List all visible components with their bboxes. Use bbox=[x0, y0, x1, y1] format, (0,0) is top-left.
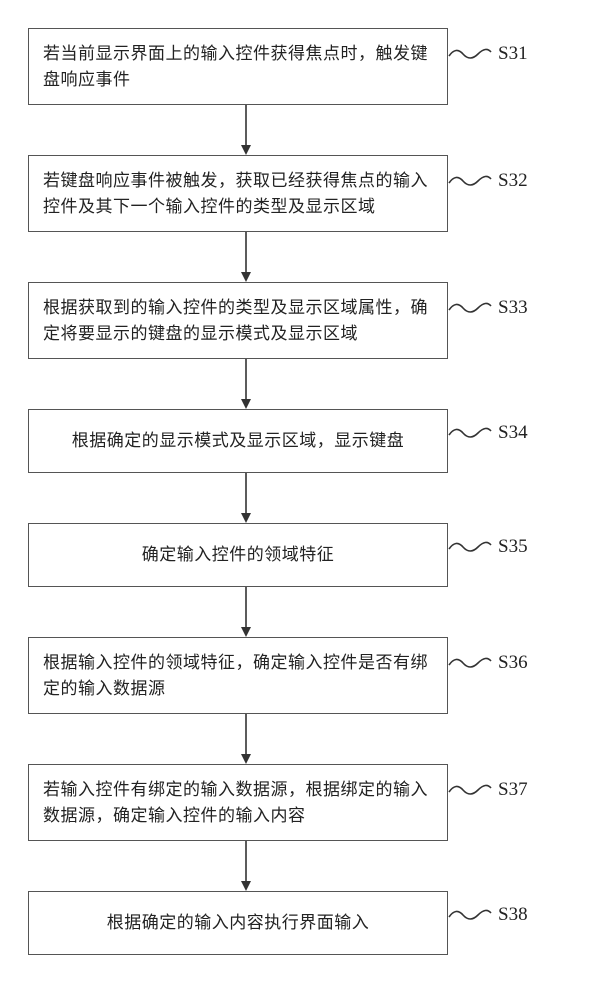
step-row-s34: 根据确定的显示模式及显示区域，显示键盘 S34 bbox=[0, 409, 596, 473]
step-text-s38: 根据确定的输入内容执行界面输入 bbox=[107, 910, 370, 936]
step-text-s33: 根据获取到的输入控件的类型及显示区域属性，确定将要显示的键盘的显示模式及显示区域 bbox=[43, 295, 433, 346]
arrow-wrap-6 bbox=[0, 714, 596, 764]
step-label-s31: S31 bbox=[498, 43, 528, 65]
squiggle-icon bbox=[448, 651, 492, 675]
squiggle-icon bbox=[448, 903, 492, 927]
step-text-s31: 若当前显示界面上的输入控件获得焦点时，触发键盘响应事件 bbox=[43, 41, 433, 92]
step-label-s37: S37 bbox=[498, 779, 528, 801]
step-text-s36: 根据输入控件的领域特征，确定输入控件是否有绑定的输入数据源 bbox=[43, 650, 433, 701]
step-label-wrap-s35: S35 bbox=[448, 535, 528, 559]
arrow-down-icon bbox=[238, 714, 254, 764]
step-box-s33: 根据获取到的输入控件的类型及显示区域属性，确定将要显示的键盘的显示模式及显示区域 bbox=[28, 282, 448, 359]
step-text-s32: 若键盘响应事件被触发，获取已经获得焦点的输入控件及其下一个输入控件的类型及显示区… bbox=[43, 168, 433, 219]
arrow-wrap-4 bbox=[0, 473, 596, 523]
squiggle-icon bbox=[448, 535, 492, 559]
arrow-down-icon bbox=[238, 359, 254, 409]
step-box-s36: 根据输入控件的领域特征，确定输入控件是否有绑定的输入数据源 bbox=[28, 637, 448, 714]
step-text-s37: 若输入控件有绑定的输入数据源，根据绑定的输入数据源，确定输入控件的输入内容 bbox=[43, 777, 433, 828]
step-box-s38: 根据确定的输入内容执行界面输入 bbox=[28, 891, 448, 955]
step-box-s31: 若当前显示界面上的输入控件获得焦点时，触发键盘响应事件 bbox=[28, 28, 448, 105]
step-row-s33: 根据获取到的输入控件的类型及显示区域属性，确定将要显示的键盘的显示模式及显示区域… bbox=[0, 282, 596, 359]
step-label-s33: S33 bbox=[498, 297, 528, 319]
step-label-wrap-s34: S34 bbox=[448, 421, 528, 445]
step-row-s37: 若输入控件有绑定的输入数据源，根据绑定的输入数据源，确定输入控件的输入内容 S3… bbox=[0, 764, 596, 841]
step-label-wrap-s37: S37 bbox=[448, 778, 528, 802]
step-label-s38: S38 bbox=[498, 904, 528, 926]
step-box-s32: 若键盘响应事件被触发，获取已经获得焦点的输入控件及其下一个输入控件的类型及显示区… bbox=[28, 155, 448, 232]
step-label-s34: S34 bbox=[498, 422, 528, 444]
squiggle-icon bbox=[448, 778, 492, 802]
step-label-wrap-s36: S36 bbox=[448, 651, 528, 675]
step-label-wrap-s31: S31 bbox=[448, 42, 528, 66]
step-label-s36: S36 bbox=[498, 652, 528, 674]
step-label-s32: S32 bbox=[498, 170, 528, 192]
step-label-s35: S35 bbox=[498, 536, 528, 558]
squiggle-icon bbox=[448, 169, 492, 193]
step-box-s37: 若输入控件有绑定的输入数据源，根据绑定的输入数据源，确定输入控件的输入内容 bbox=[28, 764, 448, 841]
arrow-wrap-1 bbox=[0, 105, 596, 155]
arrow-wrap-3 bbox=[0, 359, 596, 409]
arrow-down-icon bbox=[238, 587, 254, 637]
step-row-s35: 确定输入控件的领域特征 S35 bbox=[0, 523, 596, 587]
arrow-down-icon bbox=[238, 841, 254, 891]
step-label-wrap-s33: S33 bbox=[448, 296, 528, 320]
arrow-wrap-2 bbox=[0, 232, 596, 282]
squiggle-icon bbox=[448, 42, 492, 66]
squiggle-icon bbox=[448, 421, 492, 445]
arrow-down-icon bbox=[238, 105, 254, 155]
step-box-s35: 确定输入控件的领域特征 bbox=[28, 523, 448, 587]
step-text-s35: 确定输入控件的领域特征 bbox=[142, 542, 335, 568]
flowchart-container: 若当前显示界面上的输入控件获得焦点时，触发键盘响应事件 S31 若键盘响应事件被… bbox=[0, 0, 596, 1000]
step-row-s38: 根据确定的输入内容执行界面输入 S38 bbox=[0, 891, 596, 955]
step-row-s31: 若当前显示界面上的输入控件获得焦点时，触发键盘响应事件 S31 bbox=[0, 28, 596, 105]
step-row-s36: 根据输入控件的领域特征，确定输入控件是否有绑定的输入数据源 S36 bbox=[0, 637, 596, 714]
arrow-wrap-5 bbox=[0, 587, 596, 637]
arrow-down-icon bbox=[238, 232, 254, 282]
step-box-s34: 根据确定的显示模式及显示区域，显示键盘 bbox=[28, 409, 448, 473]
squiggle-icon bbox=[448, 296, 492, 320]
step-text-s34: 根据确定的显示模式及显示区域，显示键盘 bbox=[72, 428, 405, 454]
arrow-wrap-7 bbox=[0, 841, 596, 891]
step-label-wrap-s32: S32 bbox=[448, 169, 528, 193]
arrow-down-icon bbox=[238, 473, 254, 523]
step-label-wrap-s38: S38 bbox=[448, 903, 528, 927]
step-row-s32: 若键盘响应事件被触发，获取已经获得焦点的输入控件及其下一个输入控件的类型及显示区… bbox=[0, 155, 596, 232]
